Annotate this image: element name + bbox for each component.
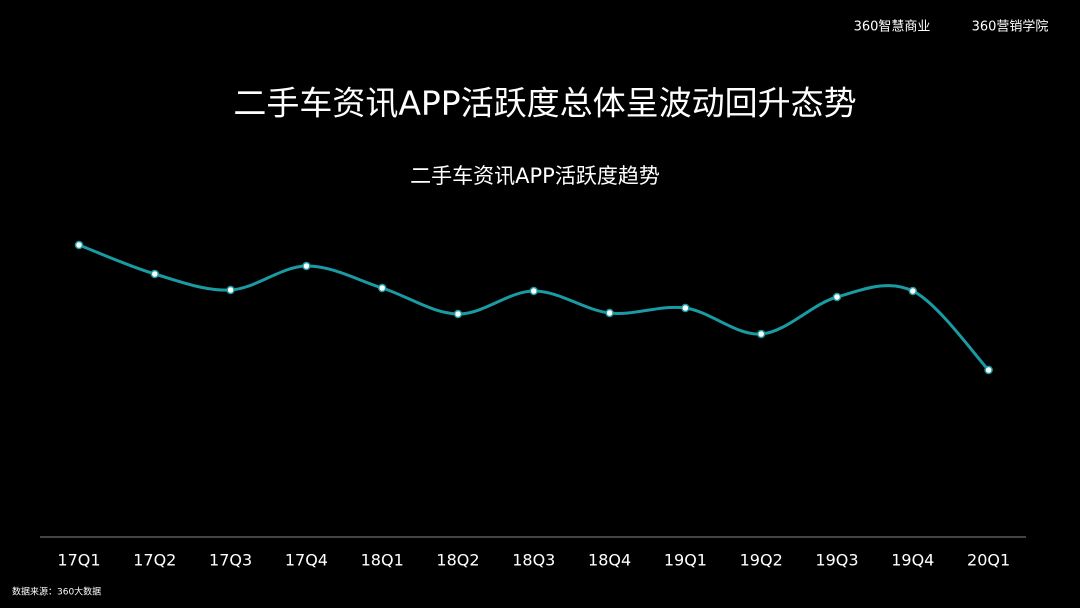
x-tick-label: 19Q1 xyxy=(664,551,707,570)
x-tick-label: 18Q4 xyxy=(588,551,631,570)
point xyxy=(832,292,842,302)
x-tick-label: 17Q3 xyxy=(209,551,252,570)
point xyxy=(302,261,311,271)
point xyxy=(984,365,993,375)
point xyxy=(529,286,539,296)
point xyxy=(226,285,235,295)
point xyxy=(908,286,918,296)
point xyxy=(681,303,690,313)
chart-title: 二手车资讯APP活跃度总体呈波动回升态势 xyxy=(233,84,856,123)
point xyxy=(150,269,160,279)
source-note: 数据来源：360大数据 xyxy=(12,586,101,598)
point xyxy=(74,240,84,250)
x-tick-label: 19Q2 xyxy=(740,551,783,570)
brand-right: 360营销学院 xyxy=(972,19,1049,35)
x-tick-label: 19Q4 xyxy=(891,551,934,570)
x-tick-label: 19Q3 xyxy=(815,551,858,570)
x-tick-label: 17Q4 xyxy=(285,551,328,570)
line xyxy=(78,243,990,372)
x-tick-label: 18Q1 xyxy=(361,551,404,570)
x-tick-label: 20Q1 xyxy=(967,551,1010,570)
x-tick-label: 18Q2 xyxy=(436,551,479,570)
point xyxy=(453,309,463,319)
x-tick-label: 18Q3 xyxy=(512,551,555,570)
chart-subtitle: 二手车资讯APP活跃度趋势 xyxy=(410,164,660,188)
x-tick-label: 17Q1 xyxy=(57,551,100,570)
point xyxy=(605,308,614,318)
point xyxy=(377,283,387,293)
point xyxy=(756,329,766,339)
brand-left: 360智慧商业 xyxy=(854,19,931,35)
x-tick-label: 17Q2 xyxy=(133,551,176,570)
